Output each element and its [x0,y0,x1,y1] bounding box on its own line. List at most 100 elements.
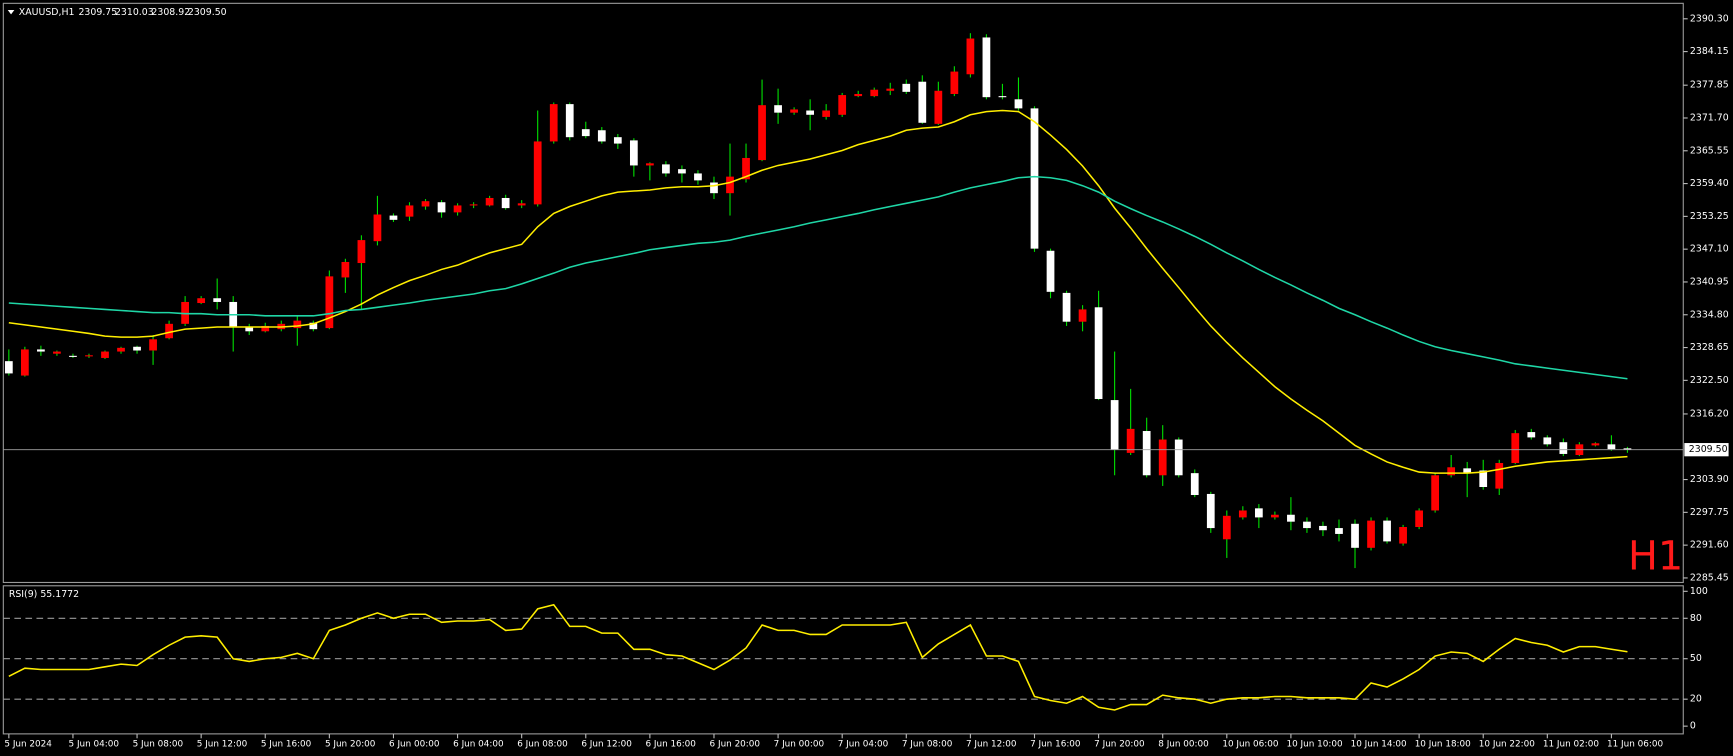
x-tick-label: 7 Jun 04:00 [838,739,889,749]
candle-body [1335,528,1343,534]
header-close: 2309.50 [188,7,227,18]
candle-body [1543,437,1552,445]
y-tick-label: 2390.30 [1690,13,1729,24]
x-tick-label: 6 Jun 04:00 [453,739,504,749]
candle-body [101,351,109,358]
candle-body [1062,292,1071,322]
y-tick-label: 2347.10 [1690,244,1729,255]
candle-body [181,301,189,324]
candle-body [373,214,382,242]
candle-body [774,105,782,113]
candle-body [1014,99,1023,109]
x-tick-label: 5 Jun 04:00 [69,739,120,749]
y-tick-label: 50 [1690,653,1702,664]
candle-body [469,204,478,206]
x-tick-label: 10 Jun 18:00 [1415,739,1471,749]
symbol-title: XAUUSD,H1 [19,7,75,18]
candle-body [4,361,13,374]
candle-body [85,355,93,357]
x-tick-label: 7 Jun 20:00 [1094,739,1145,749]
candle-body [293,320,302,329]
menu-arrow[interactable] [7,9,15,15]
candle-body [998,96,1007,98]
candle-body [1351,523,1359,548]
candle-body [517,203,526,206]
candle-body [710,182,718,194]
y-tick-label: 20 [1690,694,1702,705]
candle-body [870,89,879,97]
candle-body [613,137,622,144]
y-tick-label: 2303.90 [1690,474,1729,485]
candle-body [1030,108,1039,249]
y-tick-label: 2377.85 [1690,80,1729,91]
x-tick-label: 7 Jun 00:00 [774,739,825,749]
x-tick-label: 10 Jun 10:00 [1286,739,1342,749]
candle-body [806,110,815,115]
moving-average [8,175,1628,380]
candle-body [742,157,750,180]
candle-body [1254,508,1263,518]
candle-body [646,163,654,166]
header-low: 2308.92 [151,7,190,18]
candle-body [261,325,270,332]
candle-body [1447,467,1456,476]
candle-body [1511,433,1520,464]
x-tick-label: 6 Jun 08:00 [517,739,568,749]
candle-body [966,38,975,75]
candle-body [1495,463,1504,489]
x-tick-label: 5 Jun 08:00 [133,739,184,749]
candle-body [1287,514,1295,522]
candle-body [1607,444,1616,450]
candle-body [1094,307,1103,400]
y-tick-label: 0 [1690,721,1696,732]
candle-body [1174,439,1183,476]
x-tick-label: 10 Jun 06:00 [1222,739,1278,749]
candle-body [1527,432,1536,438]
x-tick-label: 5 Jun 2024 [4,739,52,749]
timeframe-badge: H1 [1628,534,1683,580]
candle-body [165,323,173,339]
candles [4,33,1632,569]
rsi-title: RSI(9) 55.1772 [9,589,79,600]
candle-body [341,261,350,278]
x-tick-label: 5 Jun 12:00 [197,739,248,749]
candle-body [982,37,991,98]
x-tick-label: 7 Jun 12:00 [966,739,1017,749]
candle-body [902,83,911,92]
candle-body [213,298,222,302]
candle-body [1367,520,1375,548]
candle-body [245,327,254,332]
candle-body [918,81,927,123]
candle-body [1271,514,1279,518]
candle-body [790,109,798,113]
candle-body [822,110,831,117]
candle-body [421,201,430,207]
candle-body [20,349,29,376]
y-tick-label: 2291.60 [1690,540,1729,551]
x-tick-label: 8 Jun 00:00 [1158,739,1209,749]
candle-body [726,176,734,194]
x-tick-label: 6 Jun 16:00 [645,739,696,749]
candle-body [1319,525,1327,531]
candle-body [1190,473,1199,496]
y-tick-label: 2322.50 [1690,375,1729,386]
candle-body [37,349,45,352]
candle-body [1559,442,1568,454]
y-tick-label: 2371.70 [1690,112,1729,123]
candle-body [1110,400,1119,450]
candle-body [1431,475,1440,511]
candle-body [1623,448,1632,450]
candle-body [694,173,702,181]
candle-body [133,346,141,351]
candle-body [1383,520,1391,542]
candle-body [934,90,943,124]
candle-body [117,347,125,352]
candle-body [1591,443,1600,446]
y-tick-label: 2334.80 [1690,309,1729,320]
rsi-line [8,603,1628,711]
price-panel [2,2,1684,584]
candle-body [453,205,462,213]
candle-body [69,355,77,357]
